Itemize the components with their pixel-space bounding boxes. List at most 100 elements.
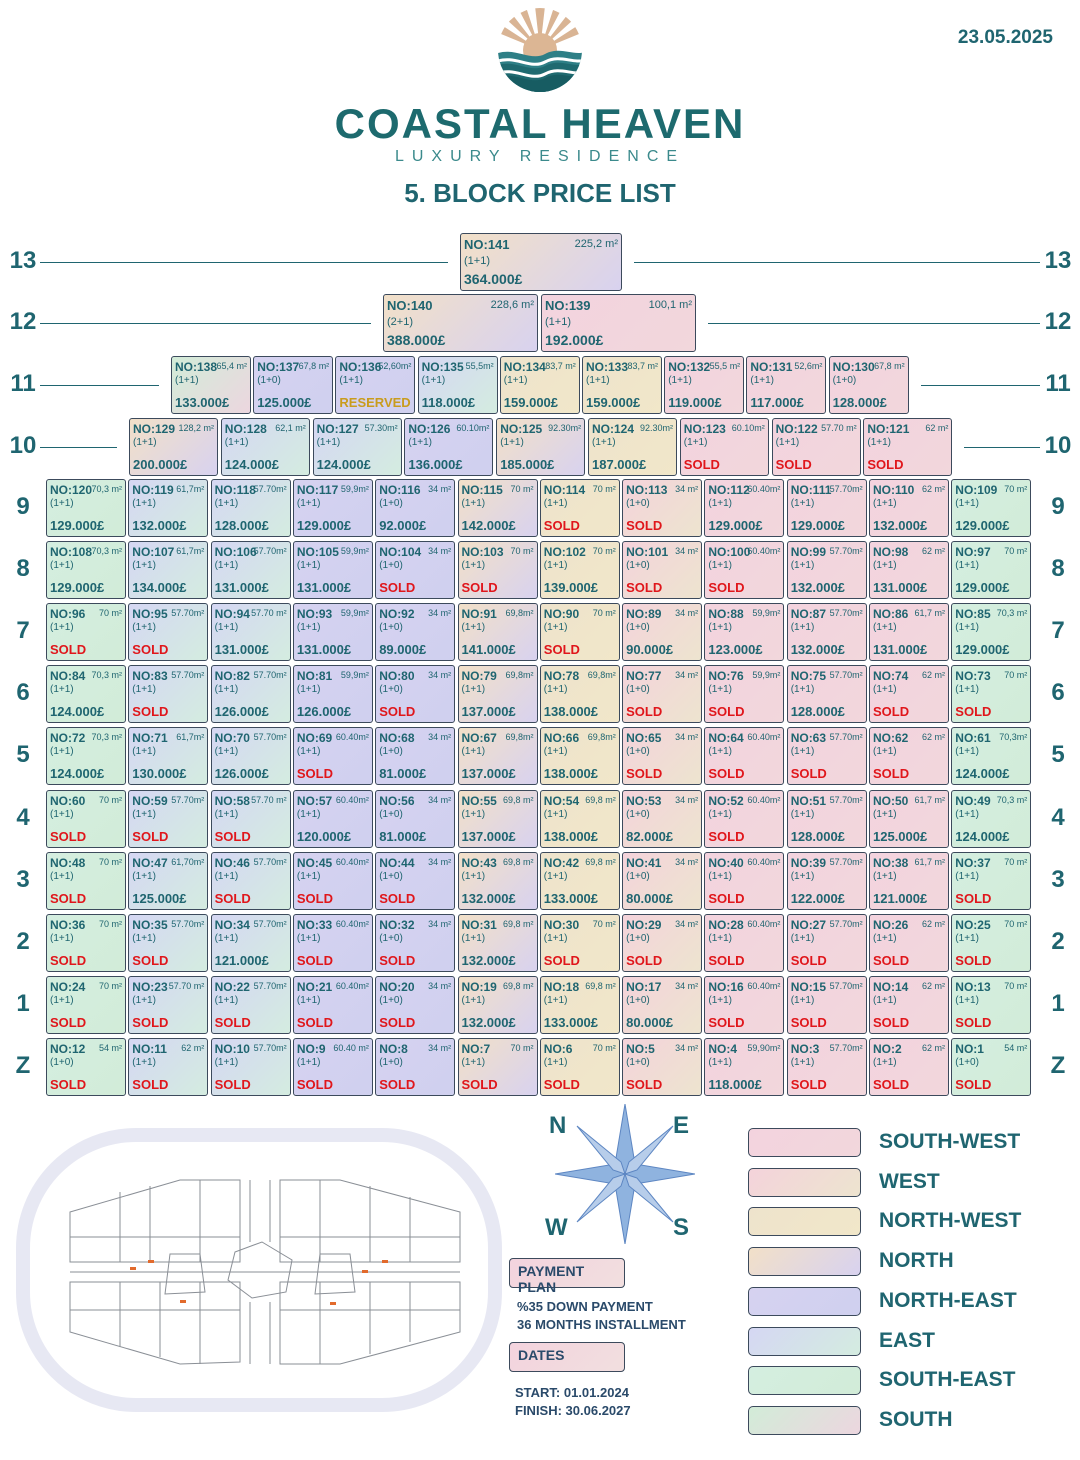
unit-card[interactable]: NO:47 61,70m² (1+1) 125.000£ <box>128 851 209 910</box>
unit-card[interactable]: NO:82 57.70m² (1+1) 126.000£ <box>210 665 291 724</box>
unit-card[interactable]: NO:130 67,8 m² (1+0) 128.000£ <box>828 356 909 414</box>
unit-card[interactable]: NO:64 60.40m² (1+1) SOLD <box>704 727 785 786</box>
unit-card[interactable]: NO:29 34 m² (1+0) SOLD <box>622 913 703 972</box>
unit-card[interactable]: NO:39 57.70m² (1+1) 122.000£ <box>786 851 867 910</box>
unit-card[interactable]: NO:127 57.30m² (1+1) 124.000£ <box>312 418 402 476</box>
unit-card[interactable]: NO:78 69,8m² (1+1) 138.000£ <box>539 665 620 724</box>
unit-card[interactable]: NO:53 34 m² (1+0) 82.000£ <box>622 789 703 848</box>
unit-card[interactable]: NO:107 61,7m² (1+1) 134.000£ <box>128 541 209 600</box>
unit-card[interactable]: NO:98 62 m² (1+1) 131.000£ <box>869 541 949 600</box>
unit-card[interactable]: NO:106 57.70m² (1+1) 131.000£ <box>210 541 291 600</box>
unit-card[interactable]: NO:57 60.40m² (1+1) 120.000£ <box>292 789 373 848</box>
unit-card[interactable]: NO:141 225,2 m² (1+1) 364.000£ <box>460 233 622 291</box>
unit-card[interactable]: NO:7 70 m² (1+1) SOLD <box>457 1037 538 1096</box>
unit-card[interactable]: NO:25 70 m² (1+1) SOLD <box>951 913 1032 972</box>
unit-card[interactable]: NO:110 62 m² (1+1) 132.000£ <box>869 479 949 537</box>
unit-card[interactable]: NO:31 69,8 m² (1+1) 132.000£ <box>457 913 538 972</box>
unit-card[interactable]: NO:77 34 m² (1+0) SOLD <box>622 665 703 724</box>
unit-card[interactable]: NO:122 57.70 m² (1+1) SOLD <box>771 418 861 476</box>
unit-card[interactable]: NO:116 34 m² (1+0) 92.000£ <box>375 479 456 537</box>
unit-card[interactable]: NO:9 60.40 m² (1+1) SOLD <box>292 1037 373 1096</box>
unit-card[interactable]: NO:128 62,1 m² (1+1) 124.000£ <box>220 418 310 476</box>
unit-card[interactable]: NO:117 59,9m² (1+1) 129.000£ <box>292 479 373 537</box>
unit-card[interactable]: NO:85 70,3 m² (1+1) 129.000£ <box>951 603 1032 662</box>
unit-card[interactable]: NO:1 54 m² (1+0) SOLD <box>951 1037 1032 1096</box>
unit-card[interactable]: NO:4 59,90m² (1+1) 118.000£ <box>704 1037 785 1096</box>
unit-card[interactable]: NO:137 67,8 m² (1+0) 125.000£ <box>253 356 334 414</box>
unit-card[interactable]: NO:101 34 m² (1+0) SOLD <box>622 541 703 600</box>
unit-card[interactable]: NO:67 69,8m² (1+1) 137.000£ <box>457 727 538 786</box>
unit-card[interactable]: NO:51 57.70m² (1+1) 128.000£ <box>786 789 867 848</box>
unit-card[interactable]: NO:99 57.70m² (1+1) 132.000£ <box>786 541 867 600</box>
unit-card[interactable]: NO:129 128,2 m² (1+1) 200.000£ <box>129 418 218 476</box>
unit-card[interactable]: NO:13 70 m² (1+1) SOLD <box>951 975 1032 1034</box>
unit-card[interactable]: NO:102 70 m² (1+1) 139.000£ <box>539 541 620 600</box>
unit-card[interactable]: NO:103 70 m² (1+1) SOLD <box>457 541 538 600</box>
unit-card[interactable]: NO:73 70 m² (1+1) SOLD <box>951 665 1032 724</box>
unit-card[interactable]: NO:92 34 m² (1+0) 89.000£ <box>375 603 456 662</box>
unit-card[interactable]: NO:75 57.70m² (1+1) 128.000£ <box>786 665 867 724</box>
unit-card[interactable]: NO:36 70 m² (1+1) SOLD <box>46 913 126 972</box>
unit-card[interactable]: NO:42 69,8 m² (1+1) 133.000£ <box>539 851 620 910</box>
unit-card[interactable]: NO:28 60.40m² (1+1) SOLD <box>704 913 785 972</box>
unit-card[interactable]: NO:52 60.40m² (1+1) SOLD <box>704 789 785 848</box>
unit-card[interactable]: NO:43 69,8 m² (1+1) 132.000£ <box>457 851 538 910</box>
unit-card[interactable]: NO:83 57.70m² (1+1) SOLD <box>128 665 209 724</box>
unit-card[interactable]: NO:62 62 m² (1+1) SOLD <box>869 727 949 786</box>
unit-card[interactable]: NO:96 70 m² (1+1) SOLD <box>46 603 126 662</box>
unit-card[interactable]: NO:70 57.70m² (1+1) 126.000£ <box>210 727 291 786</box>
unit-card[interactable]: NO:97 70 m² (1+1) 129.000£ <box>951 541 1032 600</box>
unit-card[interactable]: NO:35 57.70m² (1+1) SOLD <box>128 913 209 972</box>
unit-card[interactable]: NO:21 60.40m² (1+1) SOLD <box>292 975 373 1034</box>
unit-card[interactable]: NO:10 57.70m² (1+1) SOLD <box>210 1037 291 1096</box>
unit-card[interactable]: NO:8 34 m² (1+0) SOLD <box>375 1037 456 1096</box>
unit-card[interactable]: NO:23 57.70 m² (1+1) SOLD <box>128 975 209 1034</box>
unit-card[interactable]: NO:118 57.70m² (1+1) 128.000£ <box>210 479 291 537</box>
unit-card[interactable]: NO:24 70 m² (1+1) SOLD <box>46 975 126 1034</box>
unit-card[interactable]: NO:44 34 m² (1+0) SOLD <box>375 851 456 910</box>
unit-card[interactable]: NO:63 57.70m² (1+1) SOLD <box>786 727 867 786</box>
unit-card[interactable]: NO:135 55,5m² (1+1) 118.000£ <box>417 356 498 414</box>
unit-card[interactable]: NO:100 60.40m² (1+1) SOLD <box>704 541 785 600</box>
unit-card[interactable]: NO:74 62 m² (1+1) SOLD <box>869 665 949 724</box>
unit-card[interactable]: NO:40 60.40m² (1+1) SOLD <box>704 851 785 910</box>
unit-card[interactable]: NO:56 34 m² (1+0) 81.000£ <box>375 789 456 848</box>
unit-card[interactable]: NO:61 70,3m² (1+1) 124.000£ <box>951 727 1032 786</box>
unit-card[interactable]: NO:30 70 m² (1+1) SOLD <box>539 913 620 972</box>
unit-card[interactable]: NO:2 62 m² (1+1) SOLD <box>869 1037 949 1096</box>
unit-card[interactable]: NO:33 60.40m² (1+1) SOLD <box>292 913 373 972</box>
unit-card[interactable]: NO:50 61,7 m² (1+1) 125.000£ <box>869 789 949 848</box>
unit-card[interactable]: NO:55 69,8 m² (1+1) 137.000£ <box>457 789 538 848</box>
unit-card[interactable]: NO:104 34 m² (1+0) SOLD <box>375 541 456 600</box>
unit-card[interactable]: NO:131 52,6m² (1+1) 117.000£ <box>746 356 827 414</box>
unit-card[interactable]: NO:87 57.70m² (1+1) 132.000£ <box>786 603 867 662</box>
unit-card[interactable]: NO:22 57.70m² (1+1) SOLD <box>210 975 291 1034</box>
unit-card[interactable]: NO:34 57.70m² (1+1) 121.000£ <box>210 913 291 972</box>
unit-card[interactable]: NO:60 70 m² (1+1) SOLD <box>46 789 126 848</box>
unit-card[interactable]: NO:115 70 m² (1+1) 142.000£ <box>457 479 538 537</box>
unit-card[interactable]: NO:58 57.70 m² (1+1) SOLD <box>210 789 291 848</box>
unit-card[interactable]: NO:12 54 m² (1+0) SOLD <box>46 1037 126 1096</box>
unit-card[interactable]: NO:32 34 m² (1+0) SOLD <box>375 913 456 972</box>
unit-card[interactable]: NO:138 65,4 m² (1+1) 133.000£ <box>171 356 251 414</box>
unit-card[interactable]: NO:15 57.70m² (1+1) SOLD <box>786 975 867 1034</box>
unit-card[interactable]: NO:126 60.10m² (1+1) 136.000£ <box>404 418 494 476</box>
unit-card[interactable]: NO:37 70 m² (1+1) SOLD <box>951 851 1032 910</box>
unit-card[interactable]: NO:93 59,9m² (1+1) 131.000£ <box>292 603 373 662</box>
unit-card[interactable]: NO:41 34 m² (1+0) 80.000£ <box>622 851 703 910</box>
unit-card[interactable]: NO:49 70,3 m² (1+1) 124.000£ <box>951 789 1032 848</box>
unit-card[interactable]: NO:54 69,8 m² (1+1) 138.000£ <box>539 789 620 848</box>
unit-card[interactable]: NO:5 34 m² (1+0) SOLD <box>622 1037 703 1096</box>
unit-card[interactable]: NO:119 61,7m² (1+1) 132.000£ <box>128 479 209 537</box>
unit-card[interactable]: NO:86 61,7 m² (1+1) 131.000£ <box>869 603 949 662</box>
unit-card[interactable]: NO:91 69,8m² (1+1) 141.000£ <box>457 603 538 662</box>
unit-card[interactable]: NO:65 34 m² (1+0) SOLD <box>622 727 703 786</box>
unit-card[interactable]: NO:139 100,1 m² (1+1) 192.000£ <box>541 294 696 352</box>
unit-card[interactable]: NO:16 60.40m² (1+1) SOLD <box>704 975 785 1034</box>
unit-card[interactable]: NO:17 34 m² (1+0) 80.000£ <box>622 975 703 1034</box>
unit-card[interactable]: NO:108 70,3 m² (1+1) 129.000£ <box>46 541 126 600</box>
unit-card[interactable]: NO:94 57.70 m² (1+1) 131.000£ <box>210 603 291 662</box>
unit-card[interactable]: NO:27 57.70m² (1+1) SOLD <box>786 913 867 972</box>
unit-card[interactable]: NO:90 70 m² (1+1) SOLD <box>539 603 620 662</box>
unit-card[interactable]: NO:71 61,7m² (1+1) 130.000£ <box>128 727 209 786</box>
